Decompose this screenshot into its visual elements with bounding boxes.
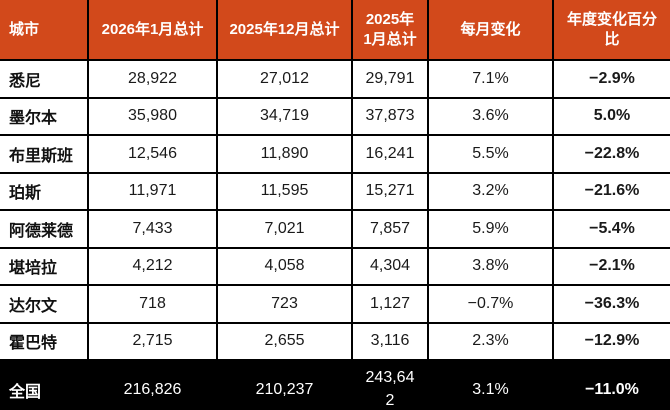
table-row-adelaide: 阿德莱德 7,433 7,021 7,857 5.9% −5.4% (0, 209, 670, 249)
dec-2025-total-cell: 2,655 (216, 321, 353, 361)
national-total-row: 全国 216,826 210,237 243,642 3.1% −11.0% (0, 359, 670, 410)
table-row-perth: 珀斯 11,971 11,595 15,271 3.2% −21.6% (0, 171, 670, 211)
annual-change-cell: −2.9% (552, 59, 670, 99)
annual-change-cell: −12.9% (552, 321, 670, 361)
jan-2025-total-cell: 15,271 (351, 171, 429, 211)
jan-2025-total-cell: 7,857 (351, 209, 429, 249)
jan-2026-total-cell: 12,546 (87, 134, 218, 174)
national-annual-change-cell: −11.0% (552, 359, 670, 410)
city-name-cell: 珀斯 (0, 171, 89, 211)
table-row-hobart: 霍巴特 2,715 2,655 3,116 2.3% −12.9% (0, 321, 670, 361)
jan-2025-total-cell: 1,127 (351, 284, 429, 324)
national-dec-2025-total-cell: 210,237 (216, 359, 353, 410)
table-row-darwin: 达尔文 718 723 1,127 −0.7% −36.3% (0, 284, 670, 324)
monthly-change-cell: 5.5% (427, 134, 554, 174)
city-name-cell: 阿德莱德 (0, 209, 89, 249)
dec-2025-total-cell: 34,719 (216, 96, 353, 136)
city-name-cell: 墨尔本 (0, 96, 89, 136)
dec-2025-total-cell: 4,058 (216, 246, 353, 286)
city-name-cell: 霍巴特 (0, 321, 89, 361)
monthly-change-cell: 2.3% (427, 321, 554, 361)
header-row: 城市 2026年1月总计 2025年12月总计 2025年 1月总计 每月变化 … (0, 0, 670, 61)
annual-change-cell: 5.0% (552, 96, 670, 136)
monthly-change-cell: 3.2% (427, 171, 554, 211)
national-label-cell: 全国 (0, 359, 89, 410)
jan-2026-total-cell: 11,971 (87, 171, 218, 211)
city-name-cell: 布里斯班 (0, 134, 89, 174)
table-row-melbourne: 墨尔本 35,980 34,719 37,873 3.6% 5.0% (0, 96, 670, 136)
city-name-cell: 悉尼 (0, 59, 89, 99)
dec-2025-total-cell: 27,012 (216, 59, 353, 99)
annual-change-cell: −5.4% (552, 209, 670, 249)
table-row-sydney: 悉尼 28,922 27,012 29,791 7.1% −2.9% (0, 59, 670, 99)
dec-2025-total-cell: 11,890 (216, 134, 353, 174)
table-row-brisbane: 布里斯班 12,546 11,890 16,241 5.5% −22.8% (0, 134, 670, 174)
table-row-canberra: 堪培拉 4,212 4,058 4,304 3.8% −2.1% (0, 246, 670, 286)
national-jan-2026-total-cell: 216,826 (87, 359, 218, 410)
annual-change-cell: −22.8% (552, 134, 670, 174)
monthly-change-cell: 7.1% (427, 59, 554, 99)
annual-change-cell: −2.1% (552, 246, 670, 286)
jan-2025-total-cell: 16,241 (351, 134, 429, 174)
jan-2026-total-cell: 28,922 (87, 59, 218, 99)
dec-2025-total-cell: 7,021 (216, 209, 353, 249)
city-name-cell: 达尔文 (0, 284, 89, 324)
jan-2025-total-cell: 4,304 (351, 246, 429, 286)
annual-change-cell: −36.3% (552, 284, 670, 324)
jan-2026-total-cell: 718 (87, 284, 218, 324)
wrapped-total-value: 243,642 (365, 369, 415, 409)
jan-2026-total-cell: 4,212 (87, 246, 218, 286)
annual-change-cell: −21.6% (552, 171, 670, 211)
monthly-change-cell: −0.7% (427, 284, 554, 324)
monthly-change-cell: 3.8% (427, 246, 554, 286)
monthly-change-cell: 5.9% (427, 209, 554, 249)
column-header-monthly-change: 每月变化 (427, 0, 554, 61)
jan-2026-total-cell: 7,433 (87, 209, 218, 249)
national-monthly-change-cell: 3.1% (427, 359, 554, 410)
national-jan-2025-total-cell: 243,642 (351, 359, 429, 410)
jan-2025-total-cell: 37,873 (351, 96, 429, 136)
monthly-change-cell: 3.6% (427, 96, 554, 136)
jan-2025-total-cell: 3,116 (351, 321, 429, 361)
column-header-jan-2026-total: 2026年1月总计 (87, 0, 218, 61)
jan-2026-total-cell: 35,980 (87, 96, 218, 136)
column-header-annual-change-pct: 年度变化百分 比 (552, 0, 670, 61)
dec-2025-total-cell: 723 (216, 284, 353, 324)
dec-2025-total-cell: 11,595 (216, 171, 353, 211)
city-name-cell: 堪培拉 (0, 246, 89, 286)
column-header-city: 城市 (0, 0, 89, 61)
column-header-dec-2025-total: 2025年12月总计 (216, 0, 353, 61)
column-header-jan-2025-total: 2025年 1月总计 (351, 0, 429, 61)
jan-2025-total-cell: 29,791 (351, 59, 429, 99)
jan-2026-total-cell: 2,715 (87, 321, 218, 361)
